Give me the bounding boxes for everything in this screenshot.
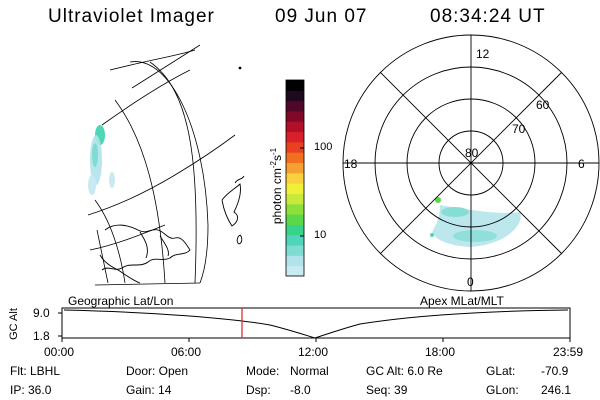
info-mode-label: Mode:	[246, 364, 280, 378]
altitude-panel	[58, 307, 571, 342]
info-filter: Flt: LBHL	[10, 364, 61, 378]
info-dsp-value: -8.0	[290, 383, 311, 397]
colorbar-unit-main: photon cm	[270, 168, 284, 225]
aurora-geographic	[88, 125, 115, 195]
x-tick-1200: 12:00	[298, 345, 329, 359]
info-glat-label: GLat:	[486, 364, 516, 378]
colorbar-segment	[286, 100, 304, 112]
lat-label-80: 80	[465, 146, 479, 160]
lat-label-70: 70	[512, 122, 526, 136]
geographic-map	[87, 44, 245, 286]
colorbar-segment	[286, 183, 304, 194]
colorbar-unit-exp1: -2	[269, 160, 278, 169]
lat-label-60: 60	[536, 98, 550, 112]
gc-alt-axis-label: GC Alt	[8, 308, 20, 340]
x-tick-1800: 18:00	[425, 345, 456, 359]
mlt-label-6: 6	[578, 157, 585, 171]
colorbar-segment	[286, 80, 304, 91]
info-glat-value: -70.9	[541, 364, 569, 378]
mlt-label-12: 12	[476, 47, 490, 61]
geographic-title: Geographic Lat/Lon	[68, 294, 174, 308]
colorbar-segment	[286, 162, 304, 174]
colorbar-tick-10: 10	[314, 229, 327, 241]
colorbar-segment	[286, 121, 304, 133]
time-label: 08:34:24 UT	[430, 6, 546, 27]
apex-title: Apex MLat/MLT	[420, 294, 504, 308]
mlt-label-18: 18	[344, 157, 358, 171]
colorbar-segment	[286, 245, 304, 256]
info-dsp-label: Dsp:	[246, 383, 271, 397]
colorbar-unit-label: photon cm-2s-1	[269, 103, 284, 269]
colorbar-segment	[286, 131, 304, 143]
x-axis-ticks	[61, 338, 571, 342]
info-ip: IP: 36.0	[10, 383, 52, 397]
info-mode-value: Normal	[290, 364, 329, 378]
x-tick-2359: 23:59	[553, 345, 584, 359]
info-door: Door: Open	[126, 364, 189, 378]
x-tick-0000: 00:00	[44, 345, 75, 359]
info-gain: Gain: 14	[126, 383, 172, 397]
mlt-label-0: 0	[467, 275, 474, 289]
info-glon-value: 246.1	[541, 383, 572, 397]
colorbar-tick-100: 100	[314, 141, 333, 153]
colorbar-segment	[286, 234, 304, 246]
colorbar-segment	[286, 214, 304, 225]
coastline	[99, 175, 245, 284]
colorbar-segment	[286, 203, 304, 215]
aurora-polar	[430, 197, 521, 247]
colorbar	[285, 79, 305, 277]
info-gc-alt: GC Alt: 6.0 Re	[366, 364, 443, 378]
polar-plot	[342, 34, 600, 292]
y-tick-1-8: 1.8	[33, 329, 50, 343]
info-seq: Seq: 39	[366, 383, 408, 397]
colorbar-segment	[286, 90, 304, 102]
colorbar-segment	[286, 224, 304, 236]
colorbar-segment	[286, 255, 304, 267]
colorbar-segment	[286, 110, 304, 122]
colorbar-unit-s: s	[270, 154, 284, 161]
colorbar-segment	[286, 172, 304, 184]
colorbar-unit-exp2: -1	[269, 147, 278, 155]
colorbar-segment	[286, 141, 304, 153]
date-label: 09 Jun 07	[275, 6, 368, 27]
colorbar-segment	[286, 265, 304, 277]
colorbar-frame	[285, 79, 305, 277]
instrument-title: Ultraviolet Imager	[48, 6, 215, 27]
colorbar-segment	[286, 152, 304, 164]
colorbar-segment	[286, 193, 304, 205]
y-tick-9: 9.0	[33, 306, 50, 320]
altitude-curve	[63, 309, 569, 339]
x-tick-0600: 06:00	[171, 345, 202, 359]
info-glon-label: GLon:	[486, 383, 519, 397]
